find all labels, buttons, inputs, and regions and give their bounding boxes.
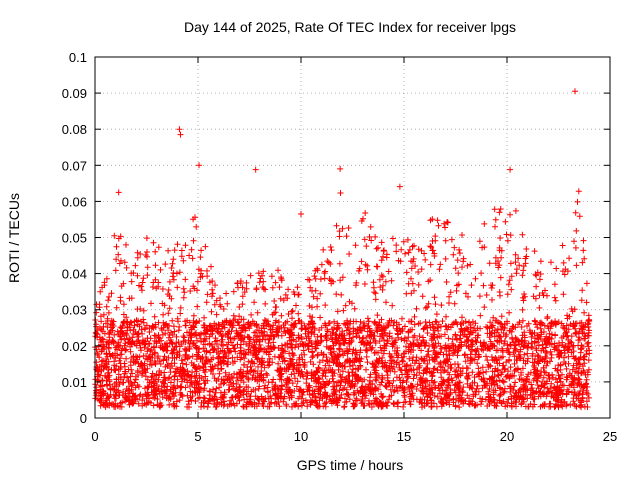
y-axis-label: ROTI / TECUs	[6, 193, 22, 283]
outlier-point	[252, 166, 259, 173]
y-tick-label: 0.01	[62, 375, 87, 390]
x-axis-label: GPS time / hours	[297, 457, 404, 473]
x-tick-label: 0	[91, 429, 98, 444]
outlier-point	[507, 166, 514, 173]
outlier-point	[298, 211, 304, 218]
y-tick-label: 0.05	[62, 231, 87, 246]
y-tick-label: 0.06	[62, 194, 87, 209]
outlier-point	[176, 126, 183, 133]
y-tick-label: 0.1	[69, 50, 87, 65]
x-tick-label: 20	[500, 429, 514, 444]
outlier-point	[196, 162, 203, 169]
y-tick-label: 0.09	[62, 86, 87, 101]
y-tick-label: 0	[80, 411, 87, 426]
y-tick-label: 0.03	[62, 303, 87, 318]
axis-ticks: 0 0.01 0.02 0.03 0.04 0.05 0.06 0.07 0.08 0.09 0.1…	[62, 50, 618, 444]
outlier-point	[396, 183, 403, 190]
data-points	[92, 88, 593, 411]
chart-title: Day 144 of 2025, Rate Of TEC Index for r…	[184, 19, 516, 35]
outlier-point	[177, 131, 184, 138]
scatter-point-cloud	[92, 188, 593, 411]
y-tick-label: 0.08	[62, 122, 87, 137]
y-tick-label: 0.04	[62, 267, 87, 282]
outlier-point	[571, 88, 578, 95]
y-tick-label: 0.02	[62, 339, 87, 354]
outlier-point	[337, 165, 344, 172]
x-tick-label: 25	[603, 429, 617, 444]
outlier-point	[115, 189, 122, 196]
x-tick-label: 5	[194, 429, 201, 444]
x-tick-label: 15	[397, 429, 411, 444]
y-tick-label: 0.07	[62, 158, 87, 173]
x-tick-label: 10	[294, 429, 308, 444]
